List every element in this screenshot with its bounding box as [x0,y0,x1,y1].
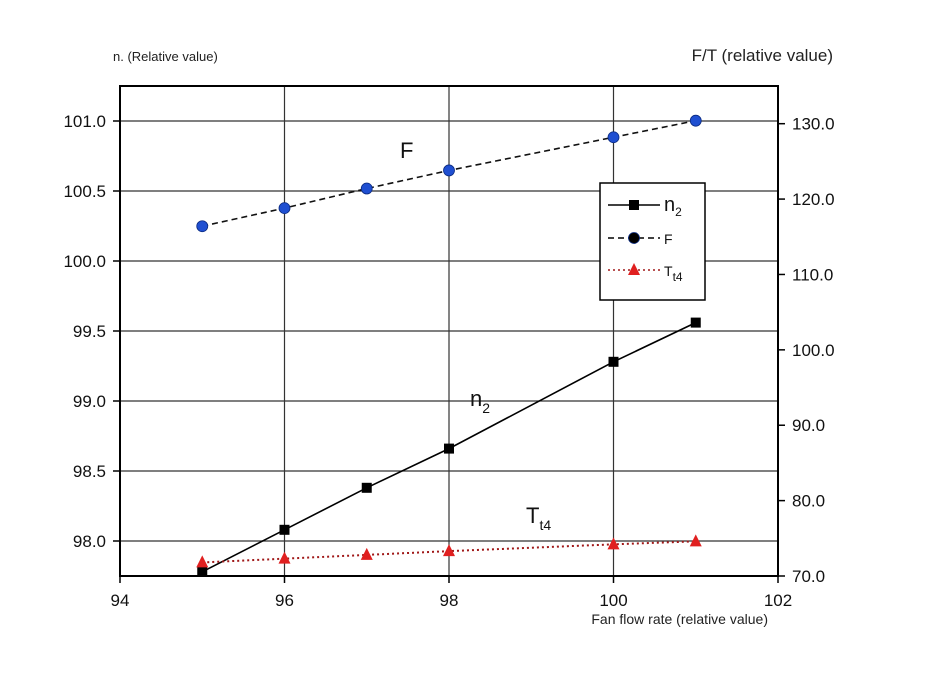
legend-entry: n2 [608,194,682,219]
legend-label: F [664,231,673,247]
y-tick-label: 98.5 [73,462,106,481]
marker-triangle [628,263,640,275]
marker-square [197,566,208,577]
y-tick-label: 100.0 [63,252,106,271]
legend-box [599,182,706,301]
curve-label: n2 [470,386,490,416]
marker-triangle [607,537,620,550]
series-line [202,540,696,564]
marker-square [690,317,701,328]
x-tick-label: 98 [440,591,459,610]
x-tick-label: 96 [275,591,294,610]
marker-circle [628,232,640,244]
y2-tick-label: 90.0 [792,416,825,435]
series-line [202,119,696,227]
y-tick-label: 100.5 [63,182,106,201]
marker-square [444,443,454,454]
marker-circle [278,202,291,215]
marker-circle [196,220,209,233]
x-axis-title: Fan flow rate (relative value) [591,611,768,627]
series-line [201,321,697,573]
series-n2 [197,317,701,577]
marker-square [608,356,619,367]
y2-tick-label: 100.0 [792,341,835,360]
marker-circle [360,182,373,195]
marker-triangle [278,551,291,564]
y2-axis-title: F/T (relative value) [692,46,833,65]
curve-labels: n2 F Tt4 [400,138,551,533]
legend-label: n2 [664,194,682,219]
marker-square [629,200,639,210]
legend-entry: F [608,231,673,247]
marker-triangle [196,555,209,568]
series-tt4 [196,534,702,568]
y-tick-label: 98.0 [73,532,106,551]
y2-tick-label: 70.0 [792,567,825,586]
marker-square [279,524,290,535]
marker-circle [443,164,455,177]
y-tick-label: 101.0 [63,112,106,131]
marker-triangle [689,534,702,547]
y-tick-label: 99.5 [73,322,106,341]
y-axis-title: n. (Relative value) [113,49,218,64]
marker-triangle [443,544,455,557]
y2-tick-label: 120.0 [792,190,835,209]
marker-circle [607,131,620,144]
y2-tick-label: 130.0 [792,115,835,134]
x-tick-label: 100 [599,591,627,610]
curve-label: Tt4 [526,503,551,533]
y-tick-label: 99.0 [73,392,106,411]
y2-tick-label: 80.0 [792,492,825,511]
x-tick-label: 94 [111,591,130,610]
series-layer [196,114,702,577]
marker-square [361,482,372,493]
marker-circle [689,114,702,127]
marker-triangle [360,547,373,560]
ticks: 94 96 98 100 102 98.0 98.5 99.0 99.5 100.0 100.5 10… [63,112,834,610]
legend: n2 F Tt4 [599,182,706,301]
legend-label: Tt4 [664,263,683,284]
legend-entry: Tt4 [608,263,683,284]
series-f [196,114,702,233]
curve-label: F [400,138,413,163]
y2-tick-label: 110.0 [792,265,833,284]
x-tick-label: 102 [764,591,792,610]
